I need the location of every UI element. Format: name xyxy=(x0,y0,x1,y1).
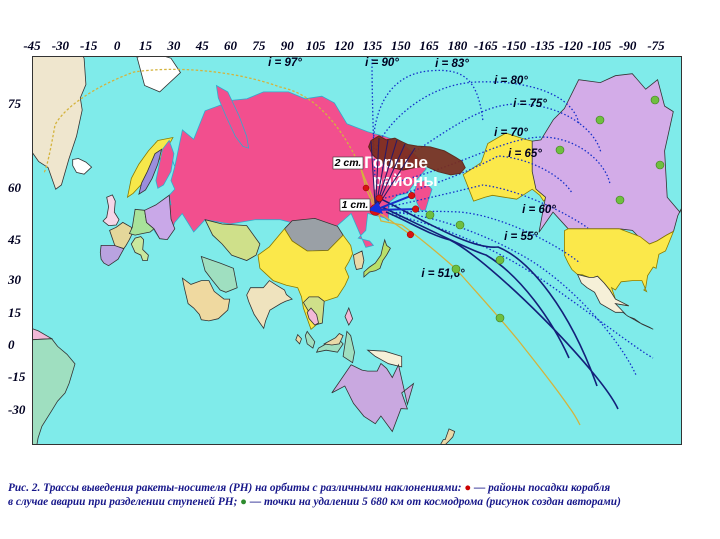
svg-text:Горные: Горные xyxy=(364,153,428,172)
svg-text:i = 83°: i = 83° xyxy=(435,58,469,70)
svg-text:1 ст.: 1 ст. xyxy=(342,199,369,211)
svg-text:i = 70°: i = 70° xyxy=(494,127,528,139)
svg-text:i = 90°: i = 90° xyxy=(365,57,399,69)
svg-text:i = 97°: i = 97° xyxy=(268,57,302,69)
svg-text:i = 65°: i = 65° xyxy=(508,148,542,160)
svg-text:i = 75°: i = 75° xyxy=(513,98,547,110)
svg-text:i = 55°: i = 55° xyxy=(504,231,538,243)
svg-text:i = 80°: i = 80° xyxy=(494,75,528,87)
svg-text:i = 60°: i = 60° xyxy=(522,204,556,216)
svg-text:2 ст.: 2 ст. xyxy=(334,157,362,169)
